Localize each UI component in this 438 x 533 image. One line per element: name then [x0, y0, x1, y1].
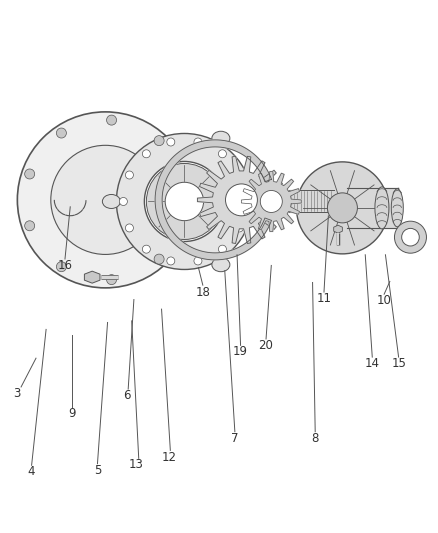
Circle shape	[25, 221, 35, 231]
Circle shape	[241, 197, 249, 206]
Circle shape	[166, 138, 174, 146]
Circle shape	[125, 171, 133, 179]
Ellipse shape	[102, 195, 120, 208]
Polygon shape	[333, 225, 342, 233]
Text: 4: 4	[28, 465, 35, 478]
Ellipse shape	[212, 131, 230, 146]
Circle shape	[225, 184, 257, 216]
Circle shape	[179, 209, 189, 219]
Circle shape	[296, 162, 388, 254]
Circle shape	[235, 224, 243, 232]
Text: 6: 6	[123, 389, 131, 402]
Circle shape	[154, 135, 164, 146]
Circle shape	[56, 128, 66, 138]
Ellipse shape	[390, 189, 403, 227]
Ellipse shape	[212, 257, 230, 272]
Text: 20: 20	[258, 339, 273, 352]
Text: 18: 18	[195, 286, 210, 298]
Circle shape	[218, 245, 226, 253]
Polygon shape	[197, 156, 285, 244]
Circle shape	[194, 257, 201, 265]
Circle shape	[235, 171, 243, 179]
Text: 13: 13	[128, 458, 143, 471]
Circle shape	[166, 257, 174, 265]
Text: 15: 15	[390, 357, 405, 370]
Circle shape	[146, 164, 222, 239]
Circle shape	[218, 150, 226, 158]
Circle shape	[106, 274, 117, 285]
Text: 14: 14	[364, 357, 379, 370]
Circle shape	[116, 133, 252, 270]
Circle shape	[179, 181, 189, 191]
Circle shape	[56, 262, 66, 272]
Text: 3: 3	[13, 387, 20, 400]
Circle shape	[401, 228, 418, 246]
Text: 8: 8	[311, 432, 318, 445]
Polygon shape	[155, 140, 271, 260]
Circle shape	[106, 115, 117, 125]
Circle shape	[142, 150, 150, 158]
Circle shape	[119, 197, 127, 206]
Text: 5: 5	[94, 464, 101, 477]
Circle shape	[194, 138, 201, 146]
Polygon shape	[84, 271, 100, 283]
Circle shape	[51, 146, 159, 254]
Text: 10: 10	[376, 294, 391, 307]
Circle shape	[144, 161, 224, 241]
Polygon shape	[241, 172, 300, 231]
Circle shape	[154, 254, 164, 264]
Text: 19: 19	[233, 345, 247, 358]
Text: 16: 16	[57, 259, 72, 272]
Text: 12: 12	[161, 451, 176, 464]
Circle shape	[165, 182, 203, 221]
Text: 7: 7	[230, 432, 238, 445]
Ellipse shape	[374, 187, 388, 229]
Text: 9: 9	[68, 407, 76, 419]
Circle shape	[125, 224, 133, 232]
Circle shape	[25, 169, 35, 179]
Circle shape	[18, 112, 193, 288]
Circle shape	[142, 245, 150, 253]
Circle shape	[394, 221, 425, 253]
Text: 11: 11	[316, 292, 331, 305]
Circle shape	[260, 190, 282, 213]
Circle shape	[327, 193, 357, 223]
